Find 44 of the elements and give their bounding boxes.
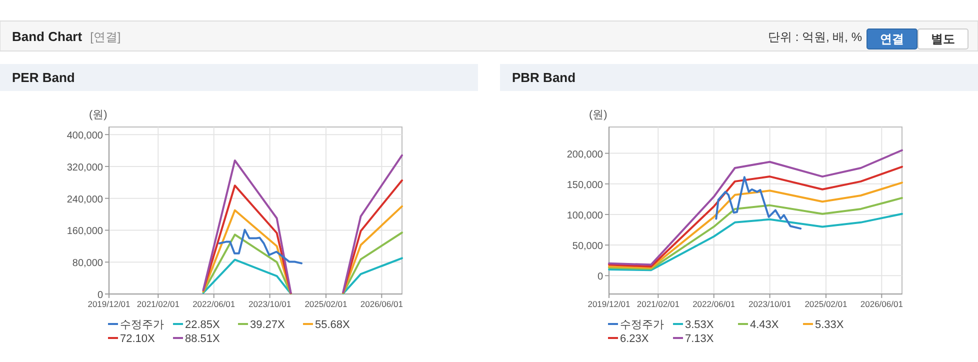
legend-label: 72.10X <box>120 333 156 345</box>
y-tick-label: 200,000 <box>566 149 604 160</box>
y-tick-label: 400,000 <box>66 130 104 142</box>
y-tick-label: 320,000 <box>66 162 104 174</box>
y-tick-label: 80,000 <box>72 258 104 270</box>
x-tick-label: 2019/12/01 <box>88 299 131 309</box>
chart-title: PER Band <box>12 70 75 85</box>
y-tick-label: 0 <box>97 290 104 301</box>
legend-label: 수정주가 <box>120 319 164 331</box>
text: Band Chart <box>12 29 83 44</box>
legend-label: 6.23X <box>620 333 650 345</box>
y-tick-label: 240,000 <box>66 194 104 206</box>
text: [연결] <box>90 30 121 44</box>
y-axis-title: (원) <box>89 109 108 121</box>
legend-label: 수정주가 <box>620 319 664 331</box>
x-tick-label: 2021/02/01 <box>136 299 180 309</box>
legend-label: 88.51X <box>185 333 221 345</box>
y-axis-title: (원) <box>589 109 608 121</box>
text: 단위 : 억원, 배, % <box>768 30 862 44</box>
y-tick-label: 100,000 <box>566 210 604 222</box>
x-tick-label: 2026/06/01 <box>860 299 904 309</box>
x-tick-label: 2019/12/01 <box>588 299 631 309</box>
text: 연결 <box>880 32 904 46</box>
x-tick-label: 2021/02/01 <box>636 299 680 309</box>
legend-label: 4.43X <box>750 319 780 331</box>
chart-title: PBR Band <box>512 70 576 85</box>
text: 별도 <box>931 32 955 46</box>
legend-label: 7.13X <box>685 333 714 345</box>
legend-label: 55.68X <box>315 319 351 331</box>
legend-label: 5.33X <box>815 319 844 331</box>
y-tick-label: 160,000 <box>66 226 104 238</box>
x-tick-label: 2026/06/01 <box>360 299 404 309</box>
y-tick-label: 50,000 <box>572 241 604 252</box>
x-tick-label: 2022/06/01 <box>692 299 736 309</box>
y-tick-label: 150,000 <box>566 180 604 191</box>
x-tick-label: 2023/10/01 <box>248 299 292 309</box>
x-tick-label: 2023/10/01 <box>748 299 792 309</box>
legend-label: 3.53X <box>685 319 714 331</box>
y-tick-label: 0 <box>597 272 604 283</box>
legend-label: 22.85X <box>185 319 221 331</box>
x-tick-label: 2022/06/01 <box>192 299 236 309</box>
legend-label: 39.27X <box>250 319 286 331</box>
x-tick-label: 2025/02/01 <box>304 299 348 309</box>
x-tick-label: 2025/02/01 <box>804 299 848 309</box>
